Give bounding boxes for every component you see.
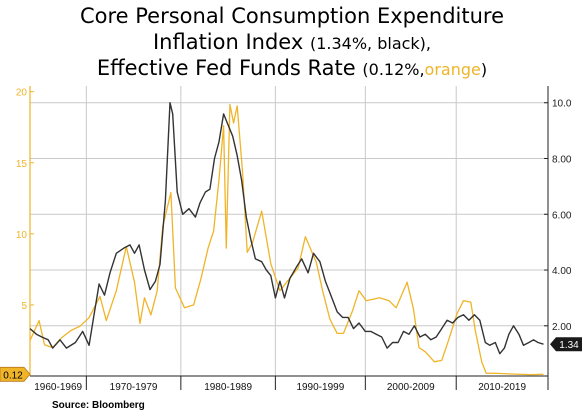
- chart-title-line-2: Inflation Index (1.34%, black),: [0, 30, 584, 54]
- series-line-core-pce: [29, 102, 544, 355]
- chart-title-line-3: Effective Fed Funds Rate (0.12%,orange): [0, 56, 584, 80]
- right-axis-tick-label: 8.00: [552, 155, 572, 166]
- left-axis-tick-label: 20: [16, 88, 28, 99]
- fed-end-value-label: 0.12: [3, 370, 23, 381]
- left-axis-tick-label: 5: [21, 301, 27, 312]
- x-axis-category-label: 1960-1969: [34, 382, 82, 393]
- pce-end-value-badge: [550, 337, 582, 352]
- left-axis-tick-label: 15: [16, 159, 28, 170]
- right-axis-tick-label: 10.0: [552, 99, 572, 110]
- left-axis-tick-label: 10: [16, 230, 28, 241]
- title-fed-color-word: orange: [424, 60, 481, 79]
- chart-title-line-1: Core Personal Consumption Expenditure: [79, 4, 505, 28]
- right-axis-tick-label: 4.00: [552, 266, 572, 277]
- fed-end-value-badge: [0, 366, 31, 382]
- x-axis-category-label: 1980-1989: [204, 382, 252, 393]
- title-fed-label: Effective Fed Funds Rate: [96, 56, 356, 80]
- title-fed-value: (0.12%,: [362, 60, 425, 79]
- x-axis-category-label: 2010-2019: [478, 382, 526, 393]
- source-note: Source: Bloomberg: [52, 400, 145, 411]
- pce-end-value-label: 1.34: [559, 340, 579, 351]
- series-line-fed-funds-rate: [29, 103, 544, 376]
- right-axis-tick-label: 2.00: [552, 322, 572, 333]
- title-pce-value: (1.34%, black),: [309, 34, 432, 53]
- right-axis-tick-label: 6.00: [552, 210, 572, 221]
- x-axis-category-label: 2000-2009: [387, 382, 435, 393]
- title-fed-close: ): [480, 60, 488, 79]
- x-axis-category-label: 1990-1999: [296, 382, 344, 393]
- x-axis-category-label: 1970-1979: [110, 382, 158, 393]
- title-pce-label: Inflation Index: [152, 30, 304, 54]
